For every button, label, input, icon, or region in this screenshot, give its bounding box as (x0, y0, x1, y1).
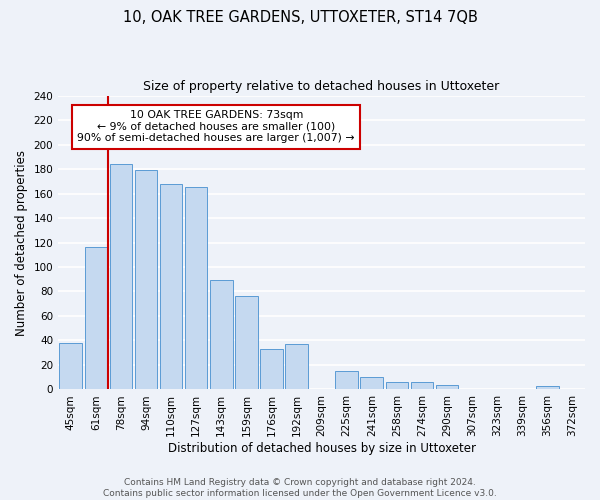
Bar (410, 382, 433, 390)
Y-axis label: Number of detached properties: Number of detached properties (15, 150, 28, 336)
Bar (185, 188, 208, 390)
Bar (134, 170, 157, 390)
Bar (260, 349, 283, 390)
Bar (110, 164, 132, 390)
Title: Size of property relative to detached houses in Uttoxeter: Size of property relative to detached ho… (143, 80, 500, 93)
Text: 10, OAK TREE GARDENS, UTTOXETER, ST14 7QB: 10, OAK TREE GARDENS, UTTOXETER, ST14 7Q… (122, 10, 478, 25)
Text: Contains HM Land Registry data © Crown copyright and database right 2024.
Contai: Contains HM Land Registry data © Crown c… (103, 478, 497, 498)
Text: 10 OAK TREE GARDENS: 73sqm
← 9% of detached houses are smaller (100)
90% of semi: 10 OAK TREE GARDENS: 73sqm ← 9% of detac… (77, 110, 355, 144)
Bar (386, 382, 408, 390)
Bar (536, 386, 559, 390)
Bar (210, 280, 233, 390)
Bar (361, 377, 383, 390)
Bar (59, 343, 82, 390)
Bar (285, 344, 308, 390)
Bar (335, 371, 358, 390)
X-axis label: Distribution of detached houses by size in Uttoxeter: Distribution of detached houses by size … (167, 442, 476, 455)
Bar (235, 296, 257, 390)
Bar (436, 384, 458, 390)
Bar (160, 184, 182, 390)
Bar (85, 248, 107, 390)
